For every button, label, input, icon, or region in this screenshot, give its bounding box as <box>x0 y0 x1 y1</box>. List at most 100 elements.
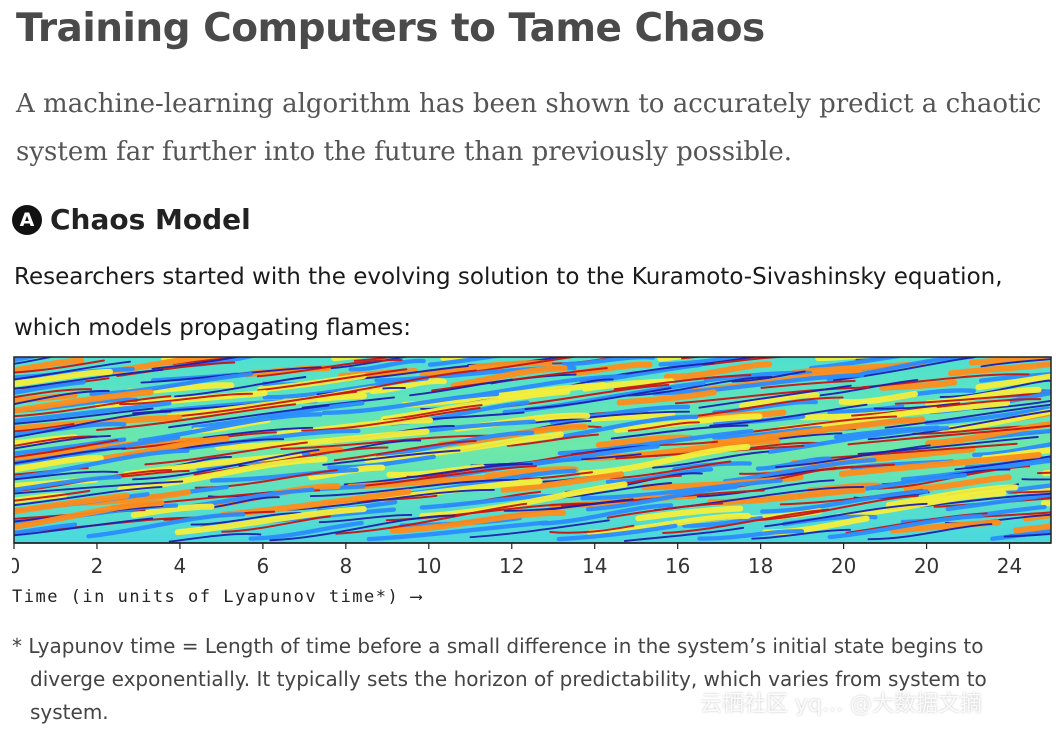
heatmap-stripe <box>652 450 769 469</box>
heatmap-stripe <box>14 447 127 465</box>
heatmap-stripe <box>130 503 215 519</box>
heatmap-stripe <box>972 442 1051 458</box>
heatmap-stripe <box>711 416 926 447</box>
heatmap-stripe <box>978 372 1051 383</box>
heatmap-stripe <box>168 533 262 543</box>
watermark: 云栖社区 yq... @大数据文摘 <box>700 692 982 717</box>
heatmap-stripe <box>382 404 483 422</box>
heatmap-stripe <box>380 388 571 423</box>
heatmap-stripe <box>925 421 1051 447</box>
heatmap-stripe <box>389 509 567 534</box>
heatmap-stripe <box>540 503 674 526</box>
heatmap-stripe <box>751 528 852 540</box>
heatmap-stripe <box>900 458 1051 482</box>
heatmap-stripe <box>871 469 997 490</box>
heatmap-stripe <box>174 376 307 398</box>
heatmap-stripe <box>14 407 154 425</box>
heatmap-stripe <box>674 386 870 405</box>
heatmap-stripe <box>524 387 672 410</box>
heatmap-stripe <box>709 403 868 427</box>
heatmap-stripe <box>14 368 113 387</box>
heatmap-stripe <box>14 455 104 473</box>
heatmap-stripe <box>572 361 653 377</box>
heatmap-stripe <box>879 379 958 391</box>
heatmap-stripe <box>144 441 308 466</box>
heatmap-stripe <box>903 474 1012 492</box>
heatmap-stripe <box>318 513 413 524</box>
heatmap-stripe <box>301 407 481 432</box>
heatmap-stripe <box>851 398 1042 417</box>
heatmap-stripe <box>885 484 1019 508</box>
heatmap-stripe <box>948 361 1051 377</box>
heatmap-stripe <box>168 404 330 429</box>
heatmap-stripe <box>335 502 528 535</box>
heatmap-stripe <box>609 460 732 480</box>
heatmap-stripe <box>945 492 1051 512</box>
x-tick-label: 20 <box>914 554 939 578</box>
heatmap-stripe <box>287 488 495 511</box>
heatmap-stripe <box>14 368 164 390</box>
heatmap-stripe <box>14 439 119 459</box>
heatmap-stripe <box>322 449 461 466</box>
heatmap-stripe <box>1049 520 1051 525</box>
footnote: * Lyapunov time = Length of time before … <box>12 630 1052 729</box>
heatmap-stripe <box>889 519 1001 534</box>
panel-description: Researchers started with the evolving so… <box>14 264 1003 341</box>
heatmap-stripe <box>549 524 635 534</box>
heatmap-stripe <box>419 481 628 519</box>
heatmap-stripe <box>873 402 961 410</box>
heatmap-stripe <box>14 500 165 530</box>
page-subtitle: A machine-learning algorithm has been sh… <box>16 89 1042 167</box>
heatmap-stripe <box>137 412 323 443</box>
heatmap-stripe <box>14 410 172 439</box>
heatmap-stripe <box>431 367 608 392</box>
x-tick-label: 18 <box>748 554 773 578</box>
heatmap-stripe <box>528 410 690 425</box>
heatmap-stripe <box>86 512 246 539</box>
heatmap-stripe <box>838 391 918 406</box>
heatmap-stripe <box>506 433 599 447</box>
heatmap-stripe <box>14 423 75 433</box>
x-tick-label: 8 <box>339 554 352 578</box>
heatmap-stripe <box>938 408 1051 433</box>
heatmap-stripe <box>722 457 877 484</box>
heatmap-stripes <box>14 357 1051 543</box>
heatmap-stripe <box>616 389 717 406</box>
heatmap-stripe <box>578 443 751 477</box>
heatmap-stripe <box>14 389 154 414</box>
x-tick-label: 14 <box>582 554 607 578</box>
page-title: Training Computers to Tame Chaos <box>16 6 765 51</box>
heatmap-stripe <box>119 392 253 406</box>
x-tick-label: 12 <box>499 554 524 578</box>
heatmap-stripe <box>409 378 513 397</box>
heatmap-stripe <box>924 406 1051 425</box>
heatmap-stripe <box>698 384 852 409</box>
heatmap-stripe <box>89 371 253 397</box>
heatmap-stripe <box>96 403 297 431</box>
x-tick-label: 0 <box>12 554 20 578</box>
panel-header: A Chaos Model <box>12 203 251 236</box>
heatmap-stripe <box>14 517 154 537</box>
heatmap-stripe <box>257 368 408 392</box>
heatmap-stripe <box>14 474 122 493</box>
heatmap-stripe <box>333 440 477 462</box>
heatmap-stripe <box>280 434 492 450</box>
heatmap-stripe <box>1007 490 1051 494</box>
heatmap-stripe <box>894 391 1051 405</box>
heatmap-stripe <box>760 379 856 389</box>
heatmap-stripe <box>269 514 456 542</box>
heatmap-stripe <box>353 357 400 362</box>
x-tick-label: 6 <box>257 554 270 578</box>
heatmap-stripe <box>14 480 184 495</box>
heatmap-stripe <box>1013 523 1051 534</box>
heatmap-stripe <box>884 403 1051 429</box>
heatmap-stripe <box>366 520 549 542</box>
heatmap-stripe <box>553 414 699 440</box>
heatmap-stripe <box>14 388 93 399</box>
heatmap-stripe <box>221 515 331 533</box>
heatmap-stripe <box>867 523 993 541</box>
heatmap-stripe <box>641 474 804 491</box>
x-tick-label: 16 <box>665 554 690 578</box>
heatmap-stripe <box>190 512 302 526</box>
heatmap-stripe <box>116 469 190 478</box>
